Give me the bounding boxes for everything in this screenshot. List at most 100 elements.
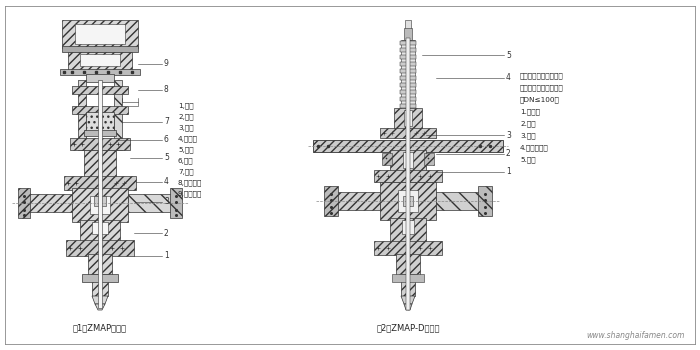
Bar bbox=[80, 54, 120, 66]
Bar bbox=[82, 274, 118, 282]
Text: www.shanghaifamen.com: www.shanghaifamen.com bbox=[587, 330, 685, 340]
Bar bbox=[382, 153, 392, 165]
Text: 结构，维护简单，方便: 结构，维护简单，方便 bbox=[520, 84, 564, 91]
Bar bbox=[390, 150, 426, 172]
Bar bbox=[28, 194, 72, 212]
Text: 5: 5 bbox=[506, 50, 511, 60]
Bar bbox=[324, 186, 338, 216]
Bar bbox=[392, 274, 424, 282]
Bar bbox=[84, 150, 116, 178]
Bar bbox=[380, 128, 436, 138]
Bar bbox=[78, 80, 86, 150]
Bar bbox=[75, 24, 125, 44]
Text: （DN≤100）: （DN≤100） bbox=[520, 96, 560, 103]
Bar bbox=[374, 241, 442, 255]
Bar bbox=[84, 130, 116, 136]
Bar bbox=[70, 138, 130, 150]
Text: 7,填料: 7,填料 bbox=[178, 168, 194, 175]
Bar bbox=[122, 102, 138, 106]
Bar bbox=[62, 46, 138, 52]
Bar bbox=[400, 48, 416, 52]
Bar bbox=[88, 254, 112, 276]
Bar bbox=[66, 240, 134, 256]
Text: 3.阀盖: 3.阀盖 bbox=[520, 132, 536, 139]
Text: 4: 4 bbox=[164, 177, 169, 187]
Text: 4: 4 bbox=[506, 74, 511, 83]
Text: 5: 5 bbox=[164, 154, 169, 162]
Bar bbox=[404, 28, 412, 40]
Bar bbox=[60, 69, 140, 75]
Bar bbox=[62, 20, 138, 48]
Text: 2: 2 bbox=[164, 229, 169, 238]
Bar bbox=[400, 83, 416, 87]
Bar bbox=[114, 80, 122, 150]
Bar bbox=[98, 80, 102, 308]
Bar bbox=[402, 40, 414, 48]
Bar bbox=[396, 254, 420, 276]
Bar bbox=[72, 188, 128, 222]
Bar bbox=[400, 90, 416, 94]
Bar bbox=[390, 218, 426, 242]
Bar bbox=[72, 106, 128, 114]
Bar bbox=[400, 69, 416, 73]
Text: 8: 8 bbox=[164, 85, 169, 94]
Text: 2,阀盖: 2,阀盖 bbox=[178, 113, 194, 120]
Bar bbox=[374, 170, 442, 182]
Bar bbox=[403, 196, 413, 206]
Bar bbox=[404, 110, 412, 126]
Text: 5.填料: 5.填料 bbox=[520, 156, 536, 163]
Text: 5,阀盖: 5,阀盖 bbox=[178, 146, 194, 153]
Text: 6: 6 bbox=[164, 135, 169, 145]
Bar bbox=[128, 194, 172, 212]
Text: 图1：ZMAP标准型: 图1：ZMAP标准型 bbox=[73, 323, 127, 332]
Text: 合理的阀芯整体式外轴: 合理的阀芯整体式外轴 bbox=[520, 72, 564, 79]
Bar bbox=[400, 76, 416, 80]
Bar bbox=[94, 196, 106, 206]
Text: 7: 7 bbox=[164, 118, 169, 126]
Bar bbox=[424, 153, 434, 165]
Text: 1: 1 bbox=[164, 252, 169, 260]
Bar bbox=[401, 274, 415, 296]
Text: 3: 3 bbox=[506, 131, 511, 140]
Bar bbox=[18, 188, 30, 218]
Bar bbox=[313, 140, 503, 152]
Text: 图2：ZMAP-D低温型: 图2：ZMAP-D低温型 bbox=[377, 323, 440, 332]
Text: 3,阀芯: 3,阀芯 bbox=[178, 124, 194, 131]
Bar bbox=[92, 222, 108, 234]
Text: 9: 9 bbox=[164, 60, 169, 69]
Bar bbox=[400, 41, 416, 45]
Bar bbox=[86, 112, 114, 132]
Bar bbox=[406, 38, 410, 310]
Text: 2: 2 bbox=[506, 149, 511, 159]
Bar bbox=[92, 274, 108, 296]
Bar bbox=[380, 182, 436, 220]
Polygon shape bbox=[404, 304, 412, 310]
Bar bbox=[72, 86, 128, 94]
Text: 2.接管: 2.接管 bbox=[520, 120, 536, 127]
Text: 3: 3 bbox=[164, 197, 169, 206]
Bar bbox=[80, 220, 120, 242]
Bar bbox=[68, 52, 132, 70]
Bar bbox=[405, 20, 411, 42]
Bar bbox=[402, 220, 414, 234]
Bar bbox=[90, 196, 110, 214]
Bar bbox=[401, 40, 415, 110]
Bar bbox=[400, 104, 416, 108]
Bar bbox=[400, 62, 416, 66]
Polygon shape bbox=[92, 296, 108, 304]
Text: 9,执行机构: 9,执行机构 bbox=[178, 190, 202, 197]
Bar bbox=[400, 97, 416, 101]
Text: 6,阀杆: 6,阀杆 bbox=[178, 157, 194, 163]
Text: 4,导向套: 4,导向套 bbox=[178, 135, 198, 142]
Polygon shape bbox=[401, 296, 415, 304]
Text: 1.波纹管: 1.波纹管 bbox=[520, 108, 540, 114]
Bar bbox=[86, 74, 114, 82]
Bar bbox=[336, 192, 380, 210]
Text: 4.冷箱连接板: 4.冷箱连接板 bbox=[520, 144, 549, 150]
Bar bbox=[403, 152, 413, 168]
Bar bbox=[170, 188, 182, 218]
Bar bbox=[64, 176, 136, 190]
Bar bbox=[436, 192, 480, 210]
Bar bbox=[398, 190, 418, 212]
Text: 8,刻度显示: 8,刻度显示 bbox=[178, 179, 202, 186]
